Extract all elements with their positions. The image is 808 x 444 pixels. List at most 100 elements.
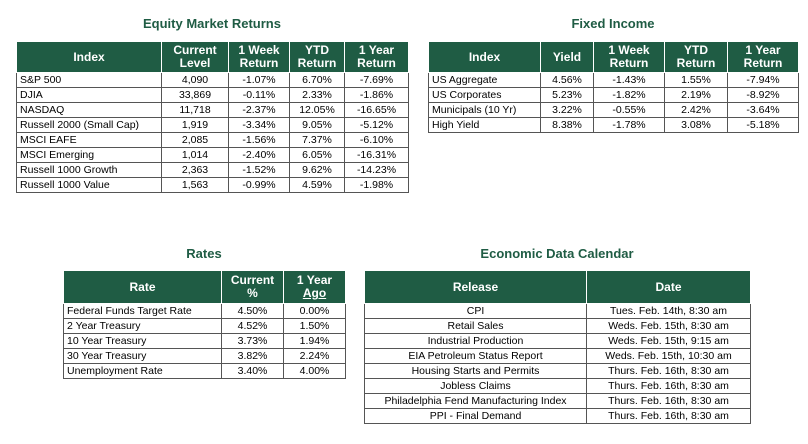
index-name: High Yield — [428, 117, 541, 133]
table-row: Industrial Production Weds. Feb. 15th, 9… — [364, 333, 751, 349]
table-row: PPI - Final Demand Thurs. Feb. 16th, 8:3… — [364, 408, 751, 424]
year-ago-rate: 4.00% — [283, 363, 346, 379]
current-rate: 4.50% — [221, 303, 284, 319]
index-name: US Corporates — [428, 87, 541, 103]
release-date: Thurs. Feb. 16th, 8:30 am — [586, 363, 751, 379]
rate-name: 2 Year Treasury — [63, 318, 222, 334]
year-return: -16.65% — [344, 102, 409, 118]
current-level: 2,085 — [161, 132, 229, 148]
col-header-1-year-ago: 1 Year Ago — [283, 270, 346, 304]
col-header-rate: Rate — [63, 270, 222, 304]
week-return: -0.55% — [593, 102, 665, 118]
rates-table: Rate Current% 1 Year Ago Federal Funds Ta… — [63, 270, 346, 379]
year-return: -1.98% — [344, 177, 409, 193]
fixed-income-panel: Fixed Income Index Yield 1 Week Return YT… — [428, 14, 799, 144]
index-name: Russell 1000 Growth — [16, 162, 162, 178]
year-return: -8.92% — [727, 87, 799, 103]
calendar-title: Economic Data Calendar — [480, 246, 634, 261]
ytd-return: 12.05% — [289, 102, 345, 118]
current-rate: 3.82% — [221, 348, 284, 364]
index-name: S&P 500 — [16, 72, 162, 88]
week-return: -1.52% — [228, 162, 290, 178]
year-ago-rate: 1.50% — [283, 318, 346, 334]
week-return: -2.37% — [228, 102, 290, 118]
col-header-1-week-return: 1 Week Return — [228, 41, 290, 73]
week-return: -2.40% — [228, 147, 290, 163]
table-row: US Corporates 5.23% -1.82% 2.19% -8.92% — [428, 87, 799, 103]
calendar-header-row: Release Date — [364, 270, 751, 304]
current-rate: 3.40% — [221, 363, 284, 379]
release-name: Jobless Claims — [364, 378, 587, 394]
ytd-return: 2.33% — [289, 87, 345, 103]
index-name: MSCI EAFE — [16, 132, 162, 148]
index-name: US Aggregate — [428, 72, 541, 88]
table-row: EIA Petroleum Status Report Weds. Feb. 1… — [364, 348, 751, 364]
yield: 3.22% — [540, 102, 594, 118]
table-row: 30 Year Treasury 3.82% 2.24% — [63, 348, 346, 364]
ytd-return: 6.70% — [289, 72, 345, 88]
release-date: Weds. Feb. 15th, 10:30 am — [586, 348, 751, 364]
col-header-index: Index — [16, 41, 162, 73]
year-ago-rate: 1.94% — [283, 333, 346, 349]
current-level: 2,363 — [161, 162, 229, 178]
release-name: Philadelphia Fend Manufacturing Index — [364, 393, 587, 409]
table-row: Russell 2000 (Small Cap) 1,919 -3.34% 9.… — [16, 117, 409, 133]
week-return: -1.43% — [593, 72, 665, 88]
table-row: Federal Funds Target Rate 4.50% 0.00% — [63, 303, 346, 319]
col-header-ytd-return: YTD Return — [289, 41, 345, 73]
year-ago-rate: 0.00% — [283, 303, 346, 319]
release-name: Industrial Production — [364, 333, 587, 349]
index-name: MSCI Emerging — [16, 147, 162, 163]
ytd-return: 9.05% — [289, 117, 345, 133]
week-return: -0.99% — [228, 177, 290, 193]
equity-header-row: Index Current Level 1 Week Return YTD Retur… — [16, 41, 409, 73]
year-return: -5.18% — [727, 117, 799, 133]
col-header-1-year-return: 1 Year Return — [727, 41, 799, 73]
col-header-date: Date — [586, 270, 751, 304]
table-row: NASDAQ 11,718 -2.37% 12.05% -16.65% — [16, 102, 409, 118]
rates-title: Rates — [186, 246, 222, 261]
table-row: US Aggregate 4.56% -1.43% 1.55% -7.94% — [428, 72, 799, 88]
fixed-income-table: Index Yield 1 Week Return YTD Return 1 Yea… — [428, 41, 799, 133]
ytd-return: 3.08% — [664, 117, 728, 133]
index-name: Russell 2000 (Small Cap) — [16, 117, 162, 133]
release-date: Tues. Feb. 14th, 8:30 am — [586, 303, 751, 319]
table-row: Housing Starts and Permits Thurs. Feb. 1… — [364, 363, 751, 379]
ytd-return: 6.05% — [289, 147, 345, 163]
fixed-income-title: Fixed Income — [571, 16, 655, 31]
col-header-yield: Yield — [540, 41, 594, 73]
year-return: -1.86% — [344, 87, 409, 103]
ytd-return: 7.37% — [289, 132, 345, 148]
index-name: DJIA — [16, 87, 162, 103]
rates-panel: Rates Rate Current% 1 Year Ago Federal Fu… — [63, 244, 346, 384]
year-return: -16.31% — [344, 147, 409, 163]
current-level: 11,718 — [161, 102, 229, 118]
equity-title: Equity Market Returns — [143, 16, 281, 31]
year-return: -5.12% — [344, 117, 409, 133]
table-row: DJIA 33,869 -0.11% 2.33% -1.86% — [16, 87, 409, 103]
col-header-current-pct: Current% — [221, 270, 284, 304]
year-return: -6.10% — [344, 132, 409, 148]
col-header-index: Index — [428, 41, 541, 73]
table-row: MSCI EAFE 2,085 -1.56% 7.37% -6.10% — [16, 132, 409, 148]
table-row: Retail Sales Weds. Feb. 15th, 8:30 am — [364, 318, 751, 334]
table-row: 2 Year Treasury 4.52% 1.50% — [63, 318, 346, 334]
week-return: -1.56% — [228, 132, 290, 148]
calendar-panel: Economic Data Calendar Release Date CPI … — [364, 244, 751, 434]
table-row: Jobless Claims Thurs. Feb. 16th, 8:30 am — [364, 378, 751, 394]
fixed-header-row: Index Yield 1 Week Return YTD Return 1 Yea… — [428, 41, 799, 73]
rate-name: Federal Funds Target Rate — [63, 303, 222, 319]
week-return: -1.78% — [593, 117, 665, 133]
table-row: Municipals (10 Yr) 3.22% -0.55% 2.42% -3… — [428, 102, 799, 118]
yield: 4.56% — [540, 72, 594, 88]
ytd-return: 2.19% — [664, 87, 728, 103]
table-row: S&P 500 4,090 -1.07% 6.70% -7.69% — [16, 72, 409, 88]
year-return: -3.64% — [727, 102, 799, 118]
current-level: 4,090 — [161, 72, 229, 88]
col-header-1-week-return: 1 Week Return — [593, 41, 665, 73]
table-row: MSCI Emerging 1,014 -2.40% 6.05% -16.31% — [16, 147, 409, 163]
col-header-current-level: Current Level — [161, 41, 229, 73]
table-row: Unemployment Rate 3.40% 4.00% — [63, 363, 346, 379]
rate-name: Unemployment Rate — [63, 363, 222, 379]
release-name: Housing Starts and Permits — [364, 363, 587, 379]
